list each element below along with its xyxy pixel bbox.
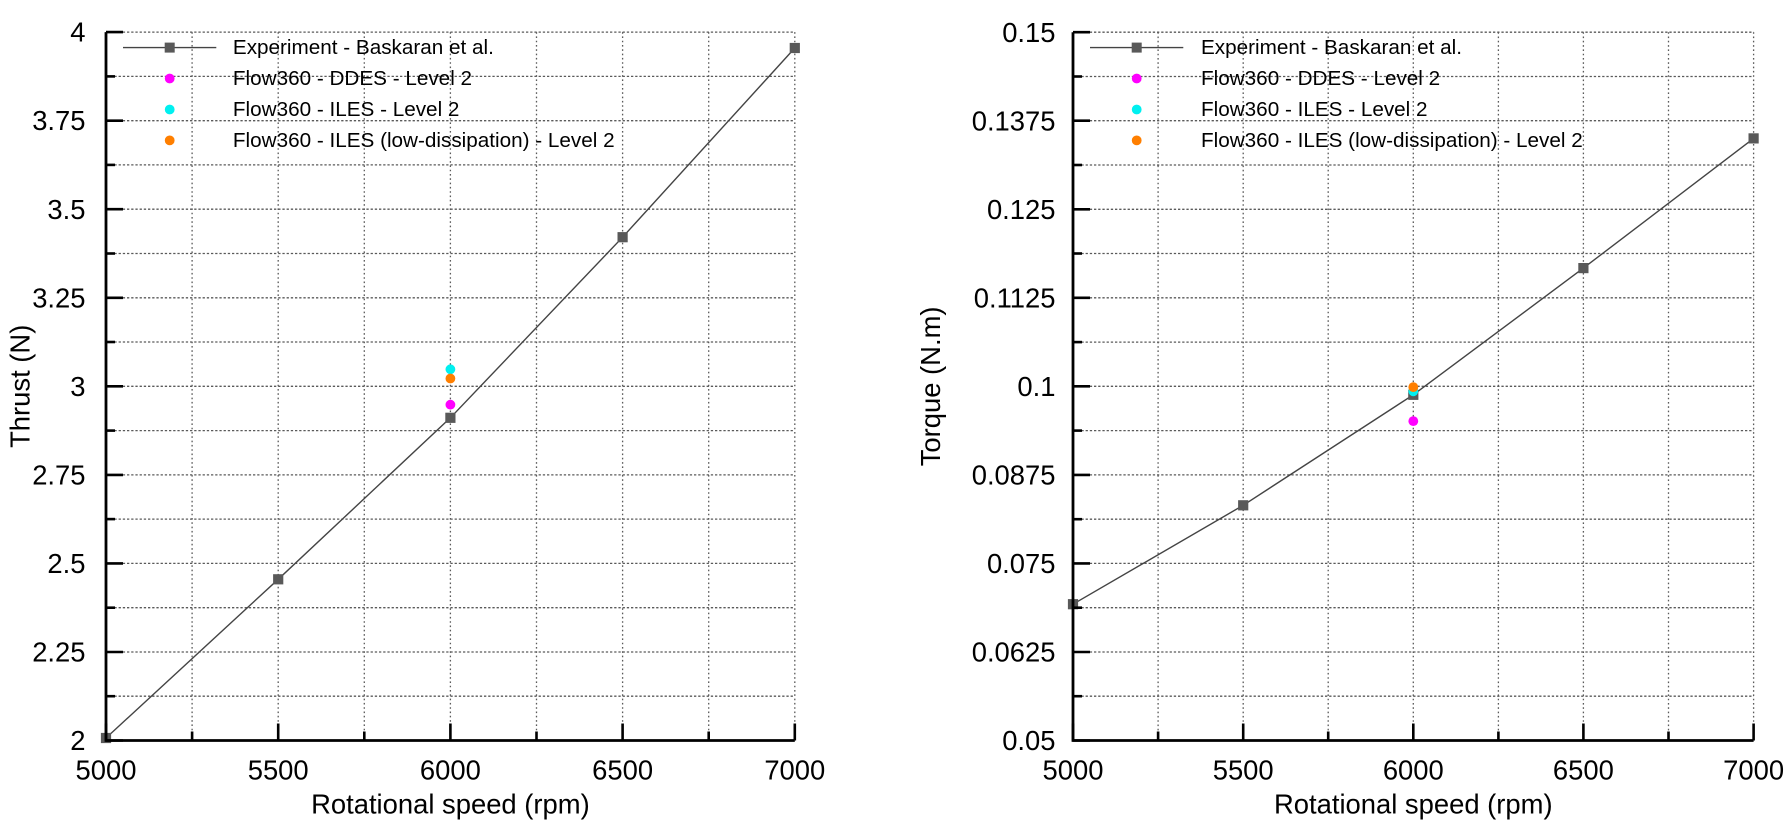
svg-text:7000: 7000 [764, 755, 825, 786]
svg-text:3.75: 3.75 [32, 105, 85, 136]
svg-text:5500: 5500 [1213, 755, 1274, 786]
svg-text:Flow360 - DDES - Level 2: Flow360 - DDES - Level 2 [233, 67, 472, 90]
svg-text:7000: 7000 [1723, 755, 1784, 786]
svg-text:4: 4 [70, 17, 85, 48]
svg-text:6500: 6500 [592, 755, 653, 786]
svg-text:Flow360 - ILES - Level 2: Flow360 - ILES - Level 2 [1201, 98, 1428, 121]
svg-text:5000: 5000 [1043, 755, 1104, 786]
svg-text:3.25: 3.25 [32, 282, 85, 313]
svg-text:0.0875: 0.0875 [972, 460, 1056, 491]
svg-text:Rotational speed (rpm): Rotational speed (rpm) [311, 788, 590, 819]
svg-text:6000: 6000 [1383, 755, 1444, 786]
svg-text:0.1125: 0.1125 [974, 282, 1056, 313]
svg-text:3.5: 3.5 [47, 194, 85, 225]
svg-text:0.1375: 0.1375 [972, 105, 1056, 136]
svg-text:Experiment - Baskaran et al.: Experiment - Baskaran et al. [1201, 36, 1462, 59]
svg-text:2: 2 [70, 725, 85, 756]
svg-text:Thrust (N): Thrust (N) [5, 325, 36, 448]
svg-text:Experiment - Baskaran et al.: Experiment - Baskaran et al. [233, 36, 494, 59]
svg-text:2.5: 2.5 [47, 548, 85, 579]
svg-text:0.15: 0.15 [1002, 17, 1055, 48]
svg-text:0.075: 0.075 [987, 548, 1056, 579]
svg-text:2.75: 2.75 [32, 460, 85, 491]
svg-text:Flow360 - ILES - Level 2: Flow360 - ILES - Level 2 [233, 98, 460, 121]
svg-text:Rotational speed (rpm): Rotational speed (rpm) [1274, 788, 1553, 819]
svg-text:Torque (N.m): Torque (N.m) [915, 306, 946, 466]
svg-text:6000: 6000 [420, 755, 481, 786]
svg-text:0.1: 0.1 [1017, 371, 1055, 402]
svg-text:Flow360 - ILES (low-dissipatio: Flow360 - ILES (low-dissipation) - Level… [1201, 129, 1583, 152]
svg-text:6500: 6500 [1553, 755, 1614, 786]
svg-text:0.0625: 0.0625 [972, 637, 1056, 668]
svg-text:5500: 5500 [248, 755, 309, 786]
svg-text:Flow360 - DDES - Level 2: Flow360 - DDES - Level 2 [1201, 67, 1440, 90]
svg-text:3: 3 [70, 371, 85, 402]
svg-text:5000: 5000 [76, 755, 137, 786]
svg-text:2.25: 2.25 [32, 637, 85, 668]
svg-text:Flow360 - ILES (low-dissipatio: Flow360 - ILES (low-dissipation) - Level… [233, 129, 615, 152]
svg-text:0.05: 0.05 [1002, 725, 1055, 756]
svg-text:0.125: 0.125 [987, 194, 1056, 225]
